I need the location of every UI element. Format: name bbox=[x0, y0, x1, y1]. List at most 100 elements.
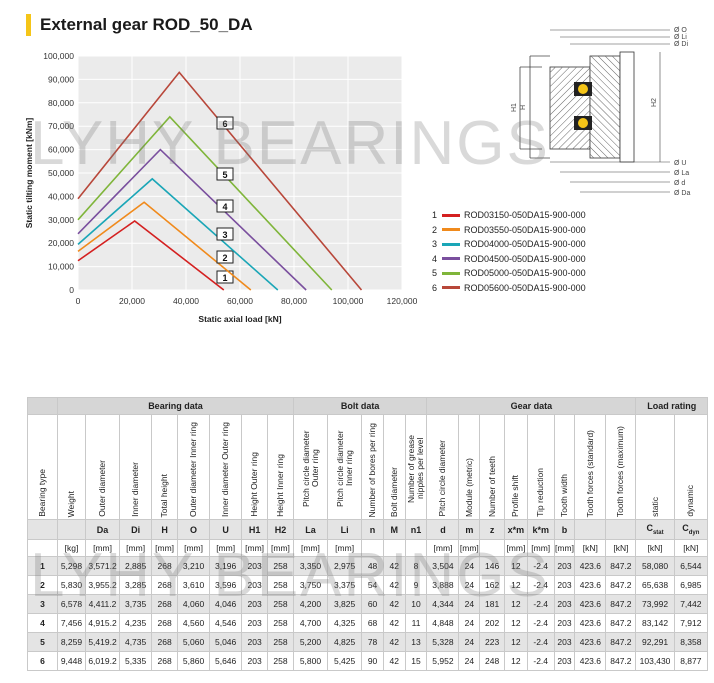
column-symbol: H bbox=[151, 519, 179, 540]
column-symbol: k*m bbox=[526, 519, 555, 540]
series-label-box bbox=[216, 227, 234, 241]
column-symbol: m bbox=[458, 519, 481, 540]
table-cell: 258 bbox=[267, 613, 294, 633]
legend-swatch bbox=[442, 242, 460, 246]
column-symbol: O bbox=[177, 519, 211, 540]
column-unit: [mm] bbox=[241, 539, 269, 557]
table-cell: 3,955.2 bbox=[84, 575, 121, 595]
column-symbol: La bbox=[292, 519, 329, 540]
table-cell: 248 bbox=[479, 651, 505, 671]
table-cell: 9 bbox=[404, 575, 428, 595]
table-cell: 203 bbox=[553, 594, 576, 614]
table-cell: 6,578 bbox=[57, 594, 86, 614]
column-header-label: dynamic bbox=[685, 485, 696, 517]
column-unit: [kN] bbox=[673, 539, 709, 557]
column-header-label: Tooth width bbox=[559, 474, 570, 517]
series-label: 6 bbox=[222, 119, 227, 129]
column-unit: [mm] bbox=[177, 539, 211, 557]
column-symbol: H2 bbox=[267, 519, 294, 540]
column-header: Tooth width bbox=[553, 414, 576, 520]
column-header-label: Pitch circle diameter Outer ring bbox=[300, 430, 320, 507]
table-cell: 258 bbox=[267, 556, 294, 576]
legend-number: 6 bbox=[432, 282, 438, 293]
column-header-label: Pitch circle diameter Inner ring bbox=[334, 430, 354, 507]
legend-item: 2 ROD03550-050DA15-900-000 bbox=[432, 223, 586, 238]
column-unit: [mm] bbox=[458, 539, 481, 557]
table-cell: 268 bbox=[151, 575, 179, 595]
table-cell: 4,235 bbox=[119, 613, 153, 633]
table-cell: 42 bbox=[382, 613, 406, 633]
table-cell: 268 bbox=[151, 594, 179, 614]
table-cell: 12 bbox=[504, 575, 528, 595]
table-cell: 65,638 bbox=[635, 575, 675, 595]
legend-swatch bbox=[442, 271, 460, 275]
column-header-label: Height Inner ring bbox=[275, 454, 285, 517]
column-symbol-text: C bbox=[682, 523, 689, 534]
column-symbol-text: d bbox=[440, 524, 446, 535]
series-line bbox=[77, 71, 363, 291]
column-header: Weight bbox=[57, 414, 86, 520]
table-cell: 42 bbox=[382, 632, 406, 652]
table-cell: 12 bbox=[504, 651, 528, 671]
table-cell: 847.2 bbox=[605, 651, 637, 671]
table-cell: -2.4 bbox=[526, 651, 555, 671]
table-cell: 90 bbox=[361, 651, 384, 671]
table-cell: 423.6 bbox=[574, 651, 607, 671]
label-u: Ø U bbox=[674, 160, 686, 167]
table-cell: 78 bbox=[361, 632, 384, 652]
column-symbol bbox=[605, 519, 637, 540]
table-cell: 68 bbox=[361, 613, 384, 633]
table-cell: 12 bbox=[504, 594, 528, 614]
table-cell: 847.2 bbox=[605, 632, 637, 652]
table-cell: 5,830 bbox=[57, 575, 86, 595]
table-cell: 203 bbox=[241, 594, 269, 614]
table-cell: 3,825 bbox=[327, 594, 363, 614]
table-cell: 1 bbox=[27, 556, 58, 576]
table-cell: 2,975 bbox=[327, 556, 363, 576]
column-unit: [kg] bbox=[57, 539, 86, 557]
table-row: 2 5,830 3,955.2 3,285 268 3,610 3,596 203 258 3,7… bbox=[27, 575, 709, 595]
table-cell: 24 bbox=[458, 613, 481, 633]
table-cell: 9,448 bbox=[57, 651, 86, 671]
column-header: Outer diameter bbox=[84, 414, 121, 520]
column-unit bbox=[27, 539, 58, 557]
table-cell: 5,952 bbox=[426, 651, 460, 671]
series-label: 3 bbox=[222, 230, 227, 240]
table-cell: 6 bbox=[27, 651, 58, 671]
table-cell: 181 bbox=[479, 594, 505, 614]
table-cell: 3,210 bbox=[177, 556, 211, 576]
x-tick-label: 80,000 bbox=[281, 296, 307, 306]
column-symbol-text: z bbox=[489, 524, 495, 535]
column-header-label: Number of teeth bbox=[486, 456, 497, 517]
table-cell: 73,992 bbox=[635, 594, 675, 614]
table-cell: 6,985 bbox=[673, 575, 709, 595]
legend-item: 1 ROD03150-050DA15-900-000 bbox=[432, 208, 586, 223]
legend-number: 4 bbox=[432, 253, 438, 264]
table-cell: 24 bbox=[458, 651, 481, 671]
table-cell: 42 bbox=[382, 575, 406, 595]
legend-swatch bbox=[442, 228, 460, 232]
label-di: Ø Di bbox=[674, 41, 688, 48]
table-cell: 8,259 bbox=[57, 632, 86, 652]
column-header: Tooth forces (standard) bbox=[574, 414, 607, 520]
group-blank bbox=[27, 397, 58, 415]
table-cell: 5,060 bbox=[177, 632, 211, 652]
column-symbol-text: C bbox=[646, 523, 653, 534]
table-cell: 8,358 bbox=[673, 632, 709, 652]
table-cell: 11 bbox=[404, 613, 428, 633]
table-cell: 24 bbox=[458, 556, 481, 576]
legend-label: ROD04500-050DA15-900-000 bbox=[464, 253, 586, 264]
column-header: Tip reduction bbox=[526, 414, 555, 520]
table-cell: 10 bbox=[404, 594, 428, 614]
table-cell: 3,735 bbox=[119, 594, 153, 614]
column-header-label: Inner diameter bbox=[130, 462, 141, 517]
table-cell: 92,291 bbox=[635, 632, 675, 652]
table-cell: -2.4 bbox=[526, 594, 555, 614]
column-symbol-text: n1 bbox=[410, 524, 422, 535]
table-cell: 6,019.2 bbox=[84, 651, 121, 671]
column-symbol bbox=[574, 519, 607, 540]
column-symbol-text: U bbox=[222, 524, 229, 535]
table-cell: 42 bbox=[382, 556, 406, 576]
column-header: Inner diameter Outer ring bbox=[209, 414, 243, 520]
column-header: Pitch circle diameter bbox=[426, 414, 460, 520]
